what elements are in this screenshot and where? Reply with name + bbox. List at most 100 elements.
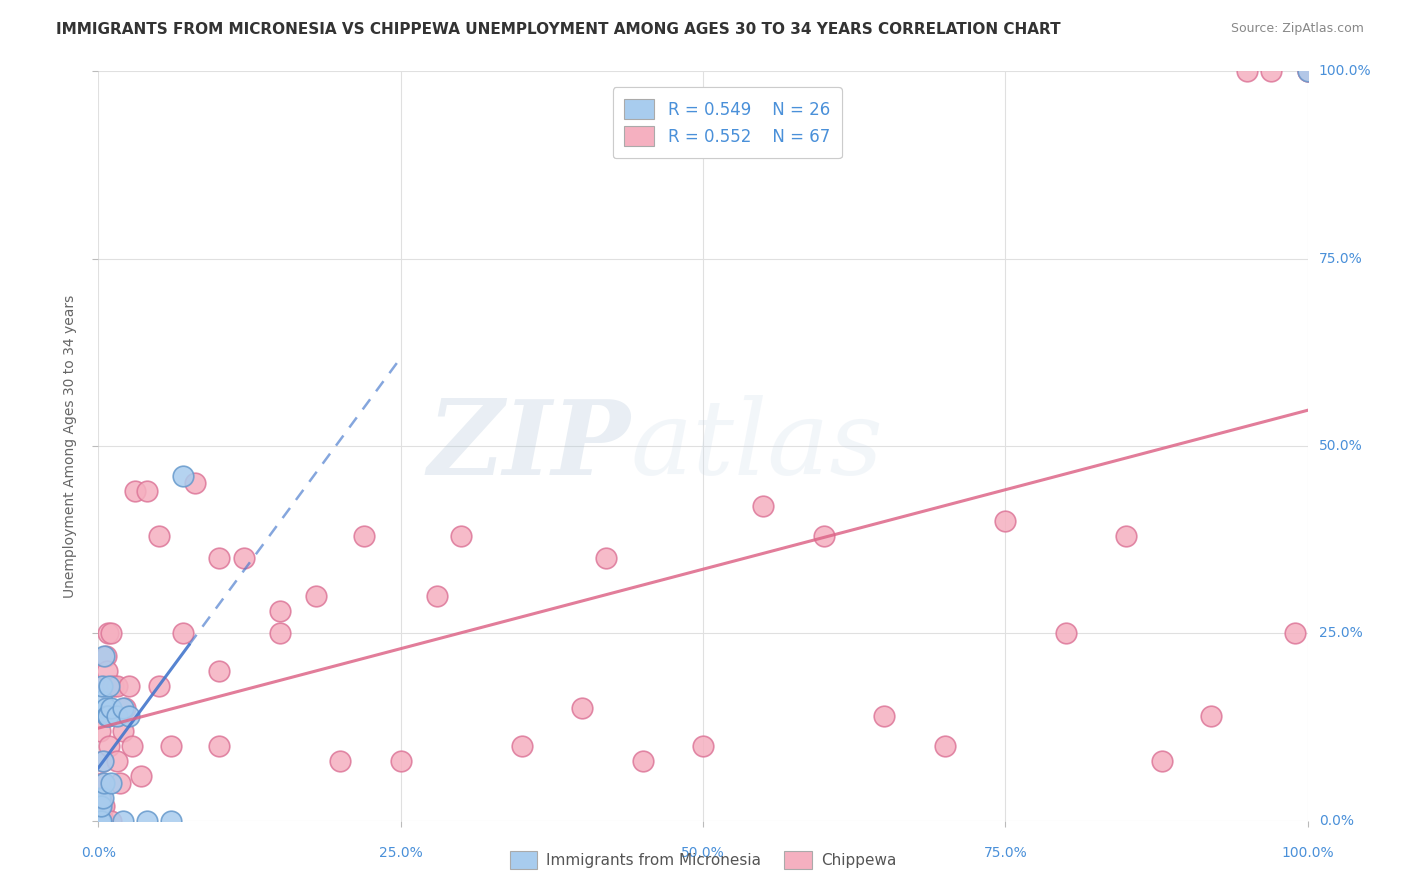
Point bbox=[135, 814, 157, 828]
Point bbox=[98, 739, 121, 753]
Point bbox=[118, 679, 141, 693]
Point bbox=[148, 679, 170, 693]
Point bbox=[93, 798, 115, 813]
Point bbox=[1236, 64, 1258, 78]
Point bbox=[89, 798, 111, 813]
Point bbox=[160, 814, 183, 828]
Text: 50.0%: 50.0% bbox=[681, 846, 725, 860]
Point bbox=[1296, 64, 1319, 78]
Point bbox=[160, 739, 183, 753]
Point bbox=[510, 739, 533, 753]
Point bbox=[89, 814, 111, 828]
Text: 100.0%: 100.0% bbox=[1281, 846, 1334, 860]
Point bbox=[91, 791, 114, 805]
Point bbox=[353, 529, 375, 543]
Point bbox=[1054, 626, 1077, 640]
Text: 25.0%: 25.0% bbox=[378, 846, 423, 860]
Legend: R = 0.549    N = 26, R = 0.552    N = 67: R = 0.549 N = 26, R = 0.552 N = 67 bbox=[613, 87, 842, 158]
Point bbox=[111, 723, 134, 738]
Point bbox=[90, 791, 112, 805]
Text: 0.0%: 0.0% bbox=[1319, 814, 1354, 828]
Point bbox=[121, 739, 143, 753]
Point bbox=[101, 679, 124, 693]
Point bbox=[105, 679, 128, 693]
Point bbox=[96, 664, 118, 678]
Point bbox=[91, 814, 114, 828]
Point bbox=[232, 551, 254, 566]
Point bbox=[91, 814, 114, 828]
Text: IMMIGRANTS FROM MICRONESIA VS CHIPPEWA UNEMPLOYMENT AMONG AGES 30 TO 34 YEARS CO: IMMIGRANTS FROM MICRONESIA VS CHIPPEWA U… bbox=[56, 22, 1062, 37]
Point bbox=[172, 469, 194, 483]
Point bbox=[91, 754, 114, 768]
Text: 25.0%: 25.0% bbox=[1319, 626, 1362, 640]
Point bbox=[100, 701, 122, 715]
Point bbox=[124, 483, 146, 498]
Legend: Immigrants from Micronesia, Chippewa: Immigrants from Micronesia, Chippewa bbox=[503, 845, 903, 875]
Point bbox=[1284, 626, 1306, 640]
Text: 50.0%: 50.0% bbox=[1319, 439, 1362, 453]
Point bbox=[111, 814, 134, 828]
Point bbox=[389, 754, 412, 768]
Point bbox=[994, 514, 1017, 528]
Point bbox=[1199, 708, 1222, 723]
Point bbox=[129, 769, 152, 783]
Text: atlas: atlas bbox=[630, 395, 883, 497]
Point bbox=[752, 499, 775, 513]
Text: 75.0%: 75.0% bbox=[1319, 252, 1362, 266]
Text: 75.0%: 75.0% bbox=[983, 846, 1028, 860]
Point bbox=[89, 791, 111, 805]
Point bbox=[90, 814, 112, 828]
Text: 0.0%: 0.0% bbox=[82, 846, 115, 860]
Point bbox=[105, 708, 128, 723]
Point bbox=[98, 679, 121, 693]
Point bbox=[97, 626, 120, 640]
Point bbox=[934, 739, 956, 753]
Point bbox=[114, 701, 136, 715]
Point bbox=[1296, 64, 1319, 78]
Point bbox=[269, 604, 291, 618]
Point bbox=[94, 701, 117, 715]
Point bbox=[148, 529, 170, 543]
Point bbox=[1260, 64, 1282, 78]
Point bbox=[571, 701, 593, 715]
Point bbox=[100, 626, 122, 640]
Point bbox=[89, 814, 111, 828]
Point bbox=[305, 589, 328, 603]
Point bbox=[595, 551, 617, 566]
Point bbox=[269, 626, 291, 640]
Point bbox=[118, 708, 141, 723]
Point bbox=[813, 529, 835, 543]
Point bbox=[91, 776, 114, 790]
Point bbox=[100, 776, 122, 790]
Point bbox=[90, 798, 112, 813]
Point bbox=[94, 648, 117, 663]
Point bbox=[426, 589, 449, 603]
Point bbox=[91, 694, 114, 708]
Point bbox=[91, 754, 114, 768]
Point bbox=[135, 483, 157, 498]
Point bbox=[873, 708, 896, 723]
Point bbox=[208, 664, 231, 678]
Point bbox=[100, 814, 122, 828]
Point bbox=[96, 708, 118, 723]
Point bbox=[692, 739, 714, 753]
Point bbox=[108, 776, 131, 790]
Point bbox=[208, 739, 231, 753]
Point bbox=[172, 626, 194, 640]
Point bbox=[90, 814, 112, 828]
Point bbox=[1115, 529, 1137, 543]
Point bbox=[89, 814, 111, 828]
Point bbox=[91, 798, 114, 813]
Text: Source: ZipAtlas.com: Source: ZipAtlas.com bbox=[1230, 22, 1364, 36]
Point bbox=[329, 754, 352, 768]
Point bbox=[93, 679, 115, 693]
Text: ZIP: ZIP bbox=[427, 395, 630, 497]
Point bbox=[90, 798, 112, 813]
Point bbox=[89, 783, 111, 797]
Point bbox=[450, 529, 472, 543]
Point bbox=[93, 814, 115, 828]
Point bbox=[89, 723, 111, 738]
Point bbox=[631, 754, 654, 768]
Point bbox=[111, 701, 134, 715]
Point bbox=[97, 708, 120, 723]
